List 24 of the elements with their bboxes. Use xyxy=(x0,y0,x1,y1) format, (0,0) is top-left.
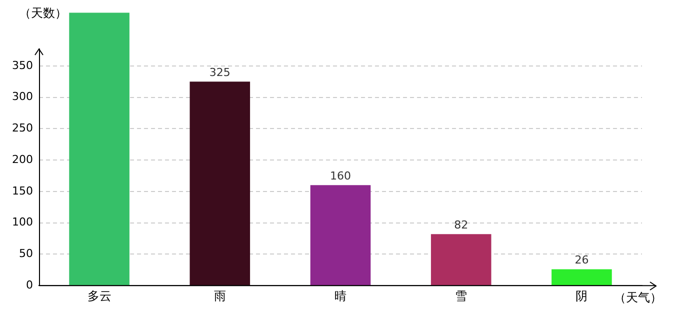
data-label: 160 xyxy=(330,170,351,183)
x-tick-label: 多云 xyxy=(87,288,112,303)
y-axis-title: （天数） xyxy=(18,6,67,20)
bar xyxy=(552,269,612,286)
y-tick-label: 250 xyxy=(12,122,33,135)
data-label: 82 xyxy=(454,218,468,232)
bar xyxy=(190,82,250,286)
y-tick-label: 300 xyxy=(12,90,33,104)
data-label: 325 xyxy=(209,66,230,79)
x-tick-label: 晴 xyxy=(334,288,346,303)
x-axis-title: （天气） xyxy=(614,290,662,305)
bar xyxy=(430,234,492,286)
y-tick-label: 350 xyxy=(12,58,33,72)
y-tick-label: 0 xyxy=(26,278,33,292)
y-tick-label: 150 xyxy=(12,184,33,198)
y-tick-label: 50 xyxy=(18,247,33,260)
data-label: 26 xyxy=(574,254,589,267)
x-tick-label: 雨 xyxy=(214,288,226,303)
y-tick-label: 200 xyxy=(12,152,33,166)
bar xyxy=(310,185,371,286)
x-tick-label: 雪 xyxy=(455,288,468,303)
bar xyxy=(69,12,130,286)
x-tick-label: 阴 xyxy=(576,288,588,303)
y-tick-label: 100 xyxy=(12,216,33,229)
